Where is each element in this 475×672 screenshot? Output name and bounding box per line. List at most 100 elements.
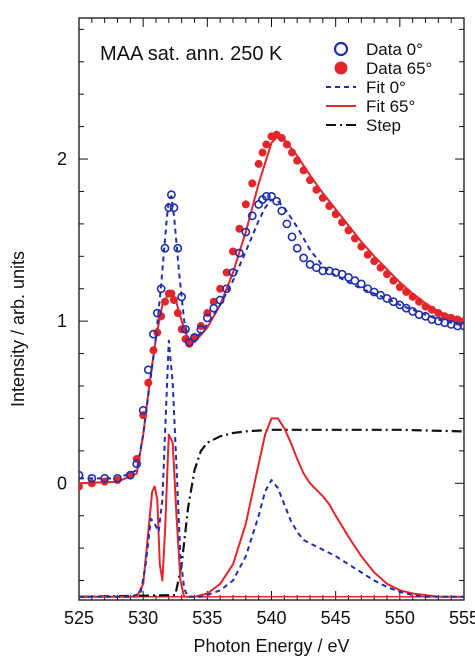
- series-data-65deg-point: [169, 296, 178, 305]
- series-data-0deg-point: [166, 190, 176, 200]
- series-data-0deg-point: [202, 313, 212, 323]
- x-tick-label: 525: [64, 608, 94, 628]
- series-data-0deg-point: [156, 284, 166, 294]
- series-data-65deg-point: [395, 283, 404, 292]
- series-data-65deg-point: [338, 218, 347, 227]
- x-tick-label: 530: [128, 608, 158, 628]
- series-data-0deg-point: [292, 243, 302, 253]
- series-data-0deg-point: [79, 470, 84, 480]
- legend-marker-filled: [334, 61, 348, 75]
- x-tick-label: 550: [385, 608, 415, 628]
- series-data-0deg-point: [209, 303, 219, 313]
- series-data-65deg-point: [389, 276, 398, 285]
- y-tick-label: 0: [57, 473, 67, 493]
- series-data-0deg-point: [254, 200, 264, 209]
- series-data-65deg-point: [173, 309, 182, 318]
- series-data-65deg-point: [363, 250, 372, 259]
- series-data-65deg-point: [434, 309, 443, 318]
- x-tick-label: 545: [321, 608, 351, 628]
- legend-label: Fit 0°: [366, 78, 406, 97]
- series-data-65deg-point: [421, 302, 430, 311]
- chart-title: MAA sat. ann. 250 K: [100, 43, 283, 65]
- legend-label: Data 65°: [366, 59, 432, 78]
- legend-label: Fit 65°: [366, 97, 415, 116]
- series-data-0deg-point: [235, 248, 244, 258]
- series-data-0deg-point: [177, 292, 187, 302]
- series-data-0deg-point: [241, 227, 251, 237]
- series-data-65deg-point: [160, 297, 169, 306]
- series-step-line: [79, 428, 464, 598]
- series-fit-65deg-components-line: [79, 417, 464, 598]
- series-data-65deg-point: [344, 226, 353, 235]
- series-data-0deg-point: [247, 211, 257, 221]
- series-data-65deg-point: [79, 482, 83, 491]
- series-fit-0deg-components-line: [79, 339, 464, 598]
- series-data-65deg-point: [277, 133, 286, 142]
- series-data-0deg-point: [277, 206, 287, 216]
- series-data-65deg-point: [408, 292, 417, 301]
- series-data-0deg-point: [282, 219, 292, 229]
- series-data-0deg-point: [196, 324, 206, 334]
- series-data-65deg-point: [262, 140, 271, 149]
- series-data-0deg-point: [299, 253, 308, 263]
- series-data-0deg-point: [184, 337, 194, 347]
- legend-label: Step: [366, 116, 401, 135]
- series-data-0deg-point: [287, 232, 297, 242]
- series-data-65deg-point: [382, 270, 391, 279]
- series-fit-65deg-line: [79, 135, 464, 485]
- series-data-0deg-point: [173, 243, 183, 253]
- series-data-65deg-point: [357, 242, 366, 251]
- series-data-65deg-point: [241, 200, 250, 209]
- y-tick-label: 1: [57, 311, 67, 331]
- series-data-0deg-point: [125, 470, 135, 480]
- y-tick-label: 2: [57, 149, 67, 169]
- series-data-65deg-point: [350, 234, 359, 243]
- y-axis-label: Intensity / arb. units: [8, 251, 28, 407]
- series-data-0deg-point: [190, 332, 199, 342]
- series-data-0deg-point: [215, 295, 225, 305]
- series-data-65deg-point: [305, 176, 314, 185]
- series-data-65deg-point: [331, 210, 340, 219]
- series-data-65deg-point: [370, 257, 379, 266]
- series-data-65deg-point: [312, 185, 321, 194]
- series-data-65deg-point: [288, 148, 297, 157]
- series-data-65deg-point: [282, 140, 291, 149]
- series-data-65deg-point: [144, 378, 153, 387]
- series-data-0deg-point: [152, 308, 162, 318]
- series-data-0deg-point: [181, 324, 190, 334]
- series-data-65deg-point: [376, 263, 385, 272]
- series-data-0deg-point: [160, 243, 170, 253]
- series-data-65deg-point: [318, 193, 327, 202]
- x-tick-label: 555: [449, 608, 475, 628]
- series-data-65deg-point: [254, 159, 263, 168]
- x-axis-label: Photon Energy / eV: [193, 636, 349, 656]
- series-data-0deg-point: [100, 474, 110, 483]
- series-data-0deg-point: [267, 191, 276, 201]
- series-data-65deg-point: [402, 287, 411, 296]
- series-data-0deg-point: [169, 203, 179, 213]
- series-data-65deg-point: [248, 179, 257, 188]
- series-data-0deg-point: [164, 203, 174, 213]
- series-data-0deg-point: [356, 279, 366, 289]
- series-data-0deg-point: [222, 284, 231, 294]
- series-data-0deg-point: [138, 405, 148, 415]
- x-tick-label: 535: [192, 608, 222, 628]
- series-data-65deg-point: [149, 346, 158, 355]
- series-data-0deg-point: [459, 321, 464, 331]
- series-data-0deg-point: [261, 191, 271, 201]
- series-data-0deg-point: [87, 474, 97, 483]
- series-data-65deg-point: [325, 202, 334, 211]
- series-fit-0deg-line: [79, 195, 464, 480]
- series-data-65deg-point: [415, 297, 424, 306]
- series-data-0deg-point: [132, 459, 142, 469]
- series-data-0deg-point: [149, 329, 158, 339]
- x-tick-label: 540: [256, 608, 286, 628]
- series-data-65deg-point: [293, 156, 302, 165]
- legend-label: Data 0°: [366, 40, 423, 59]
- series-data-65deg-point: [299, 166, 308, 175]
- plot-series: [79, 130, 464, 598]
- series-data-65deg-point: [258, 148, 267, 157]
- series-data-65deg-point: [427, 305, 436, 314]
